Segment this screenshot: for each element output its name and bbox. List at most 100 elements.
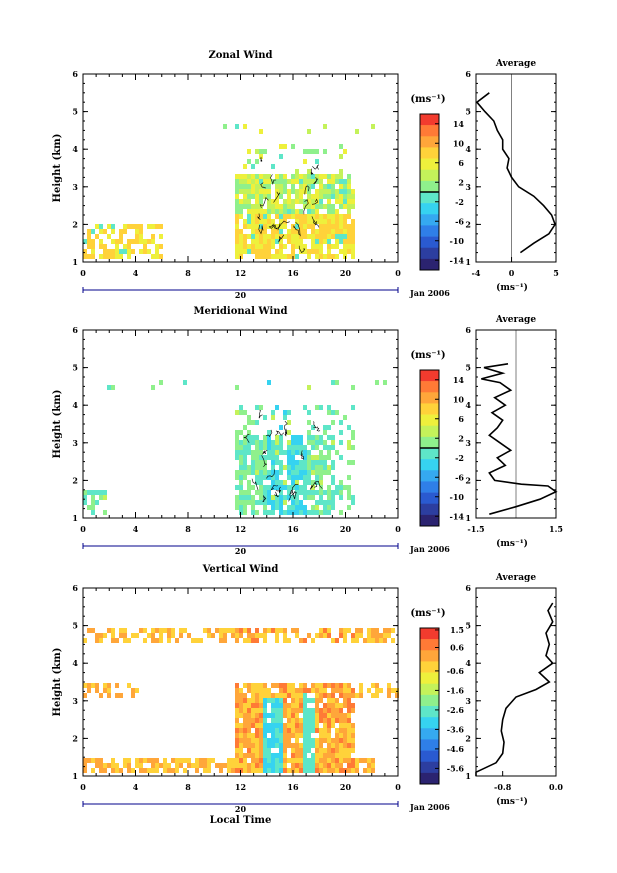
colorbar-tick-label: -14 [450, 255, 465, 265]
heatmap-cell [267, 450, 271, 455]
heatmap-cell [347, 475, 351, 480]
heatmap-cell [291, 480, 295, 485]
heatmap-cell [295, 209, 299, 214]
heatmap-cell [103, 490, 107, 495]
heatmap-cell [243, 440, 247, 445]
heatmap-cell [135, 224, 139, 229]
heatmap-cell [247, 435, 251, 440]
heatmap-cell [267, 194, 271, 199]
heatmap-cell [311, 214, 315, 219]
heatmap-cell [327, 244, 331, 249]
heatmap-cell [315, 174, 319, 179]
heatmap-cell [303, 445, 307, 450]
heatmap-cell [275, 713, 279, 718]
heatmap-cell [235, 738, 239, 743]
heatmap-cell [323, 430, 327, 435]
heatmap-cell [291, 470, 295, 475]
heatmap-cell [335, 638, 339, 643]
profile-line [475, 602, 554, 776]
heatmap-cell [347, 723, 351, 728]
heatmap-cell [299, 460, 303, 465]
heatmap-cell [295, 490, 299, 495]
heatmap-cell [267, 199, 271, 204]
heatmap-cell [235, 683, 239, 688]
heatmap-cell [275, 174, 279, 179]
heatmap-cell [263, 184, 267, 189]
heatmap-cell [323, 214, 327, 219]
heatmap-cell [303, 229, 307, 234]
heatmap-cell [239, 445, 243, 450]
heatmap-cell [255, 239, 259, 244]
heatmap-cell [255, 445, 259, 450]
heatmap-cell [351, 385, 355, 390]
profile-y-tick-label: 3 [465, 696, 471, 706]
heatmap-cell [291, 495, 295, 500]
heatmap-cell [379, 633, 383, 638]
heatmap-cell [311, 219, 315, 224]
y-tick-label: 1 [72, 513, 78, 523]
heatmap-cell [331, 234, 335, 239]
contour-line [275, 486, 282, 493]
contour-line [258, 224, 264, 235]
heatmap-cell [391, 628, 395, 633]
heatmap-cell [283, 633, 287, 638]
heatmap-cell [235, 410, 239, 415]
heatmap-cell [123, 224, 127, 229]
heatmap-cell [139, 234, 143, 239]
heatmap-cell [243, 500, 247, 505]
profile-y-tick-label: 6 [465, 325, 471, 335]
heatmap-cell [207, 768, 211, 773]
contour-line [313, 220, 318, 226]
contour-line [278, 234, 285, 243]
heatmap-cell [247, 763, 251, 768]
heatmap-cell [339, 510, 343, 515]
heatmap-cell [335, 738, 339, 743]
heatmap-cell [315, 683, 319, 688]
heatmap-cell [287, 713, 291, 718]
heatmap-cell [335, 179, 339, 184]
heatmap-cell [311, 638, 315, 643]
heatmap-cell [299, 708, 303, 713]
heatmap-cell [311, 768, 315, 773]
heatmap-cell [127, 244, 131, 249]
heatmap-cell [283, 683, 287, 688]
heatmap-cell [247, 485, 251, 490]
heatmap-cell [235, 239, 239, 244]
heatmap-cell [347, 199, 351, 204]
heatmap-cell [251, 683, 255, 688]
heatmap-cell [103, 254, 107, 259]
heatmap-cell [99, 224, 103, 229]
colorbar-tick-label: -4.6 [447, 744, 465, 754]
heatmap-cell [235, 199, 239, 204]
heatmap-cell [251, 420, 255, 425]
heatmap-cell [291, 728, 295, 733]
heatmap-cell [95, 234, 99, 239]
colorbar-tick-label: 6 [458, 158, 464, 168]
heatmap-cell [299, 510, 303, 515]
heatmap-cell [275, 638, 279, 643]
heatmap-cell [355, 763, 359, 768]
heatmap-cell [307, 733, 311, 738]
heatmap-cell [367, 638, 371, 643]
heatmap-cell [155, 628, 159, 633]
heatmap-cell [275, 480, 279, 485]
heatmap-cell [95, 638, 99, 643]
heatmap-cell [347, 184, 351, 189]
heatmap-cell [291, 445, 295, 450]
heatmap-cell [303, 703, 307, 708]
heatmap-cell [251, 450, 255, 455]
heatmap-cell [335, 450, 339, 455]
heatmap-cell [107, 688, 111, 693]
heatmap-cell [307, 184, 311, 189]
heatmap-cell [159, 628, 163, 633]
heatmap-cell [347, 445, 351, 450]
heatmap-cell [159, 763, 163, 768]
heatmap-cell [243, 239, 247, 244]
heatmap-cell [127, 239, 131, 244]
heatmap-cell [255, 738, 259, 743]
heatmap-cell [107, 628, 111, 633]
heatmap-cell [331, 505, 335, 510]
heatmap-cell [263, 465, 267, 470]
heatmap-cell [335, 743, 339, 748]
heatmap-cell [343, 149, 347, 154]
